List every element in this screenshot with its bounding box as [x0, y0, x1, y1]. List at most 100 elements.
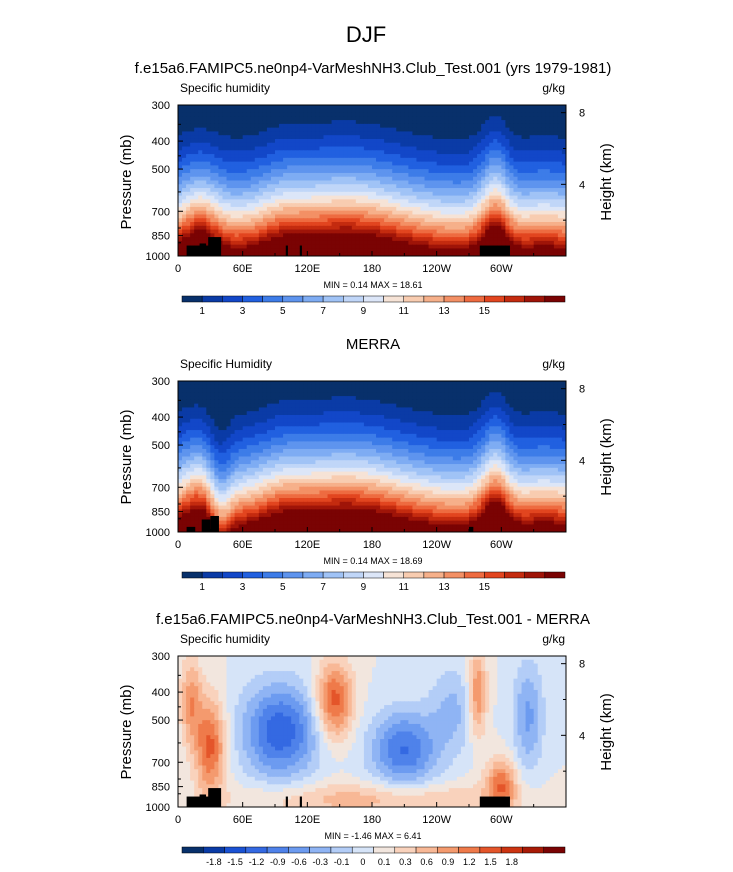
variable-label: Specific humidity [180, 81, 270, 95]
colorbar-swatch [351, 846, 374, 854]
topography-mask [201, 519, 211, 532]
panel-1: f.e15a6.FAMIPC5.ne0np4-VarMeshNH3.Club_T… [118, 60, 615, 317]
topography-mask [186, 796, 213, 807]
y-axis-title: Pressure (mb) [118, 684, 135, 779]
colorbar-label: -0.1 [334, 857, 350, 867]
x-tick-label: 60E [233, 263, 253, 275]
y-axis-title: Pressure (mb) [118, 134, 135, 229]
y-tick-label: 300 [152, 651, 170, 663]
x-tick-label: 0 [175, 539, 181, 551]
colorbar-label: 11 [399, 306, 410, 317]
colorbar-swatch [504, 295, 525, 303]
topography-mask [479, 796, 510, 807]
y2-tick-label: 8 [579, 384, 585, 396]
colorbar-swatch [544, 571, 566, 579]
y-tick-label: 850 [152, 782, 170, 794]
colorbar-label: 0.3 [399, 857, 412, 867]
y-tick-label: 400 [152, 412, 170, 424]
y-tick-label: 1000 [146, 527, 170, 539]
colorbar-swatch [201, 571, 223, 579]
y2-axis-title: Height (km) [598, 693, 615, 771]
colorbar-label: 3 [240, 306, 246, 317]
colorbar-label: 0.6 [420, 857, 433, 867]
colorbar-label: 5 [280, 306, 286, 317]
y-axis-title: Pressure (mb) [118, 409, 135, 504]
colorbar-swatch [443, 295, 465, 303]
variable-label: Specific Humidity [180, 357, 272, 371]
colorbar-swatch [330, 846, 353, 854]
colorbar-swatch [181, 295, 203, 303]
colorbar-swatch [504, 571, 525, 579]
x-tick-label: 120E [294, 814, 320, 826]
colorbar-swatch [363, 571, 384, 579]
colorbar: -1.8 -1.5 -1.2 -0.9 -0.6 -0.3 -0.1 0 0.1 0.3 0.6 0.… [181, 846, 566, 867]
colorbar-swatch [543, 846, 566, 854]
topography-mask [285, 796, 288, 807]
colorbar-swatch [242, 571, 263, 579]
y-tick-label: 700 [152, 757, 170, 769]
colorbar-swatch [181, 846, 204, 854]
colorbar-label: 9 [361, 582, 367, 593]
colorbar-swatch [524, 571, 546, 579]
y2-axis-title: Height (km) [598, 418, 615, 496]
colorbar-label: 15 [479, 582, 491, 593]
colorbar-swatch [322, 295, 344, 303]
colorbar-swatch [322, 571, 344, 579]
colorbar-label: -0.9 [270, 857, 286, 867]
topography-mask [186, 245, 213, 256]
colorbar-swatch [544, 295, 566, 303]
colorbar-swatch [363, 295, 384, 303]
colorbar: 1 3 5 7 9 11 13 15 [181, 295, 566, 317]
x-tick-label: 120W [422, 814, 451, 826]
colorbar-label: 0.9 [442, 857, 455, 867]
colorbar-label: -0.6 [291, 857, 307, 867]
topography-mask [208, 788, 222, 807]
colorbar-swatch [266, 846, 289, 854]
colorbar-label: 13 [438, 306, 450, 317]
colorbar-swatch [484, 295, 505, 303]
topography-mask [186, 526, 196, 532]
panel-title: f.e15a6.FAMIPC5.ne0np4-VarMeshNH3.Club_T… [156, 611, 590, 628]
colorbar-label: 0 [360, 857, 365, 867]
colorbar-label: 7 [320, 306, 326, 317]
panel-2: MERRA Specific Humidity g/kg 30040050070… [118, 336, 615, 593]
colorbar-swatch [443, 571, 465, 579]
colorbar-swatch [262, 295, 284, 303]
colorbar-label: -1.8 [206, 857, 222, 867]
figure-title: DJF [346, 22, 386, 47]
units-label: g/kg [542, 81, 565, 95]
x-tick-label: 60E [233, 814, 253, 826]
y-tick-label: 500 [152, 440, 170, 452]
y-tick-label: 500 [152, 715, 170, 727]
colorbar-swatch [524, 295, 546, 303]
y-tick-label: 1000 [146, 802, 170, 814]
colorbar-swatch [373, 846, 396, 854]
colorbar-swatch [463, 571, 485, 579]
y2-tick-label: 4 [579, 455, 585, 467]
colorbar-swatch [203, 846, 225, 854]
topography-mask [469, 526, 474, 532]
topography-mask [210, 515, 219, 532]
variable-label: Specific humidity [180, 632, 270, 646]
colorbar-label: 1 [199, 582, 205, 593]
colorbar-swatch [222, 571, 243, 579]
units-label: g/kg [542, 357, 565, 371]
colorbar-label: 7 [320, 582, 326, 593]
colorbar-swatch [222, 295, 243, 303]
colorbar-label: 1.8 [506, 857, 519, 867]
colorbar-label: 1.5 [484, 857, 497, 867]
colorbar-label: 15 [479, 306, 491, 317]
colorbar-label: -1.2 [249, 857, 265, 867]
colorbar: 1 3 5 7 9 11 13 15 [181, 571, 566, 593]
colorbar-swatch [394, 846, 417, 854]
colorbar-swatch [463, 295, 485, 303]
plot-area: 300 400 500 700 850 1000 8 4 0 60E 120E 180 120W 60W [146, 651, 586, 826]
y-tick-label: 300 [152, 100, 170, 112]
colorbar-swatch [458, 846, 481, 854]
colorbar-swatch [242, 295, 263, 303]
y2-tick-label: 4 [579, 730, 585, 742]
x-tick-label: 60W [490, 539, 513, 551]
y2-tick-label: 8 [579, 108, 585, 120]
colorbar-swatch [288, 846, 310, 854]
